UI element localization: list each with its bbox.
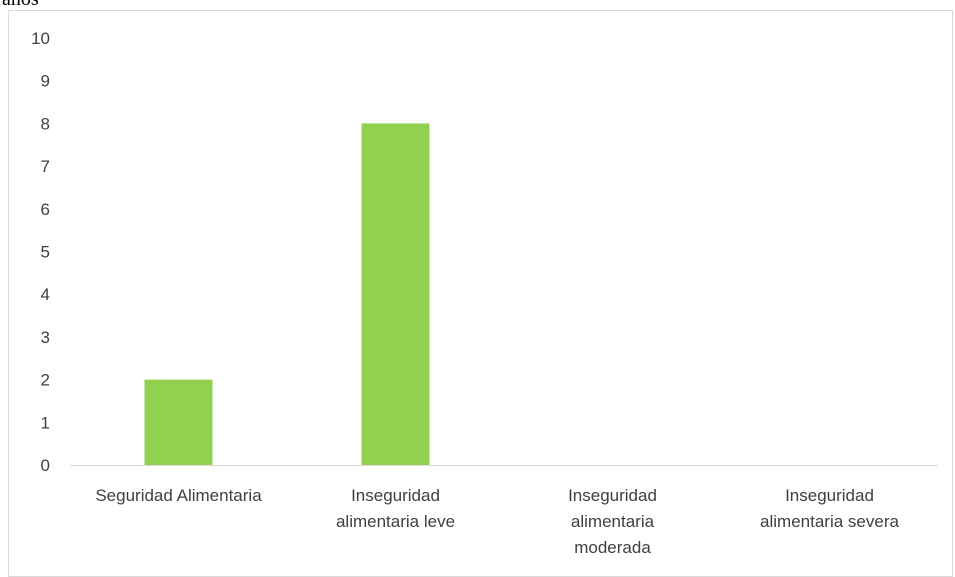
x-axis-category-labels: Seguridad Alimentaria Inseguridad alimenta…	[95, 486, 899, 557]
y-tick-label: 5	[41, 243, 50, 262]
y-tick-label: 10	[31, 29, 50, 48]
x-category-label-line: alimentaria severa	[760, 512, 899, 531]
x-category-label: Seguridad Alimentaria	[95, 486, 262, 505]
y-tick-label: 3	[41, 328, 50, 347]
x-category-label-line: Seguridad Alimentaria	[95, 486, 262, 505]
y-tick-label: 7	[41, 157, 50, 176]
bar	[361, 123, 430, 466]
y-tick-label: 6	[41, 200, 50, 219]
x-category-label-line: alimentaria	[571, 512, 655, 531]
bars	[144, 123, 430, 466]
y-tick-label: 4	[41, 285, 50, 304]
x-category-label: Inseguridad alimentaria leve	[336, 486, 455, 531]
y-axis-tick-labels: 0 1 2 3 4 5 6 7 8 9 10	[31, 29, 50, 475]
y-tick-label: 9	[41, 72, 50, 91]
cropped-caption-text: años	[2, 0, 39, 11]
x-category-label-line: alimentaria leve	[336, 512, 455, 531]
y-tick-label: 2	[41, 371, 50, 390]
x-category-label: Inseguridad alimentaria severa	[760, 486, 899, 531]
bar	[144, 379, 213, 465]
x-category-label-line: moderada	[574, 538, 651, 557]
y-tick-label: 1	[41, 413, 50, 432]
x-category-label-line: Inseguridad	[351, 486, 440, 505]
x-category-label-line: Inseguridad	[785, 486, 874, 505]
y-tick-label: 8	[41, 114, 50, 133]
y-tick-label: 0	[41, 456, 50, 475]
x-category-label: Inseguridad alimentaria moderada	[568, 486, 657, 557]
chart-frame	[8, 10, 953, 577]
x-category-label-line: Inseguridad	[568, 486, 657, 505]
